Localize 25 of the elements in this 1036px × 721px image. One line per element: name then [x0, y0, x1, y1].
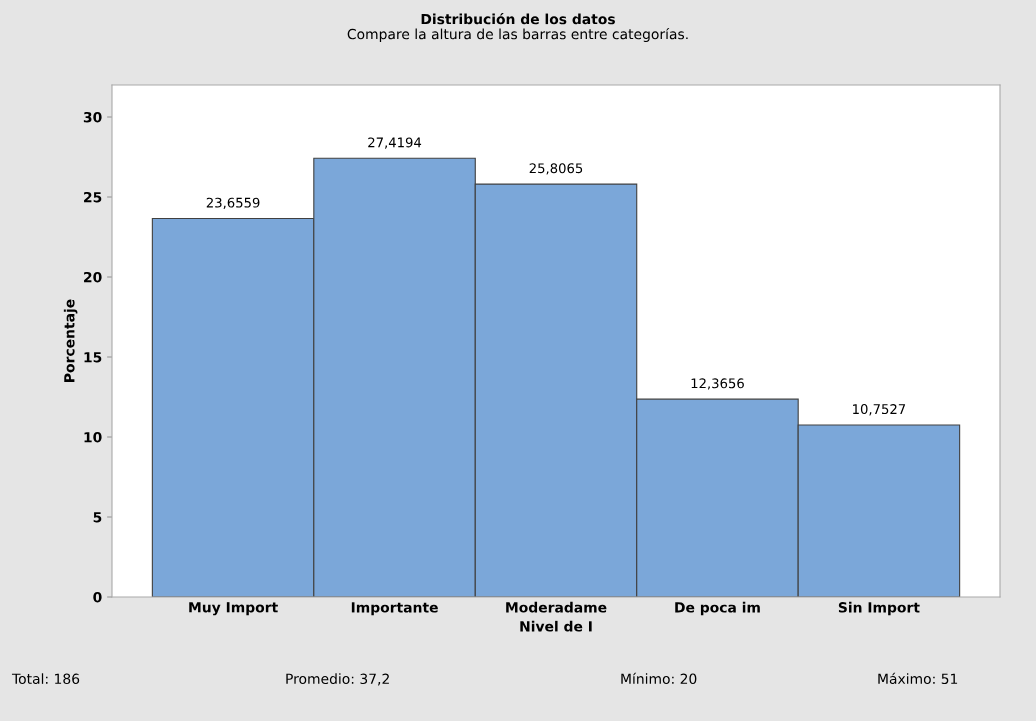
data-label: 12,3656 [691, 378, 744, 390]
y-tick-label: 15 [84, 352, 102, 363]
y-tick-label: 0 [93, 591, 102, 603]
chart-title: Distribución de los datos [421, 13, 615, 25]
x-tick-label: Moderadame [506, 601, 607, 613]
data-label: 10,7527 [853, 404, 906, 416]
y-tick-label: 5 [93, 512, 102, 523]
y-axis-title: Porcentaje [63, 299, 78, 382]
data-label: 25,8065 [529, 163, 583, 175]
x-axis-title: Nivel de I [520, 620, 592, 632]
text: Máximo: 51 [878, 672, 958, 685]
data-label: 27,4194 [368, 137, 422, 149]
text: Mínimo: 20 [621, 672, 697, 685]
y-tick-label: 25 [84, 191, 102, 203]
y-tick-label: 20 [84, 271, 102, 283]
x-tick-label: Sin Import [838, 601, 920, 616]
y-tick-label: 10 [84, 431, 102, 443]
text: Promedio: 37,2 [286, 673, 389, 686]
y-tick-label: 30 [83, 111, 102, 123]
text: Total: 186 [11, 673, 80, 685]
x-tick-label: De poca im [675, 601, 760, 616]
data-label: 23,6559 [206, 197, 260, 209]
x-tick-label: Muy Import [189, 602, 278, 616]
x-tick-label: Importante [351, 602, 438, 616]
chart-subtitle: Compare la altura de las barras entre categorías. [347, 28, 688, 42]
